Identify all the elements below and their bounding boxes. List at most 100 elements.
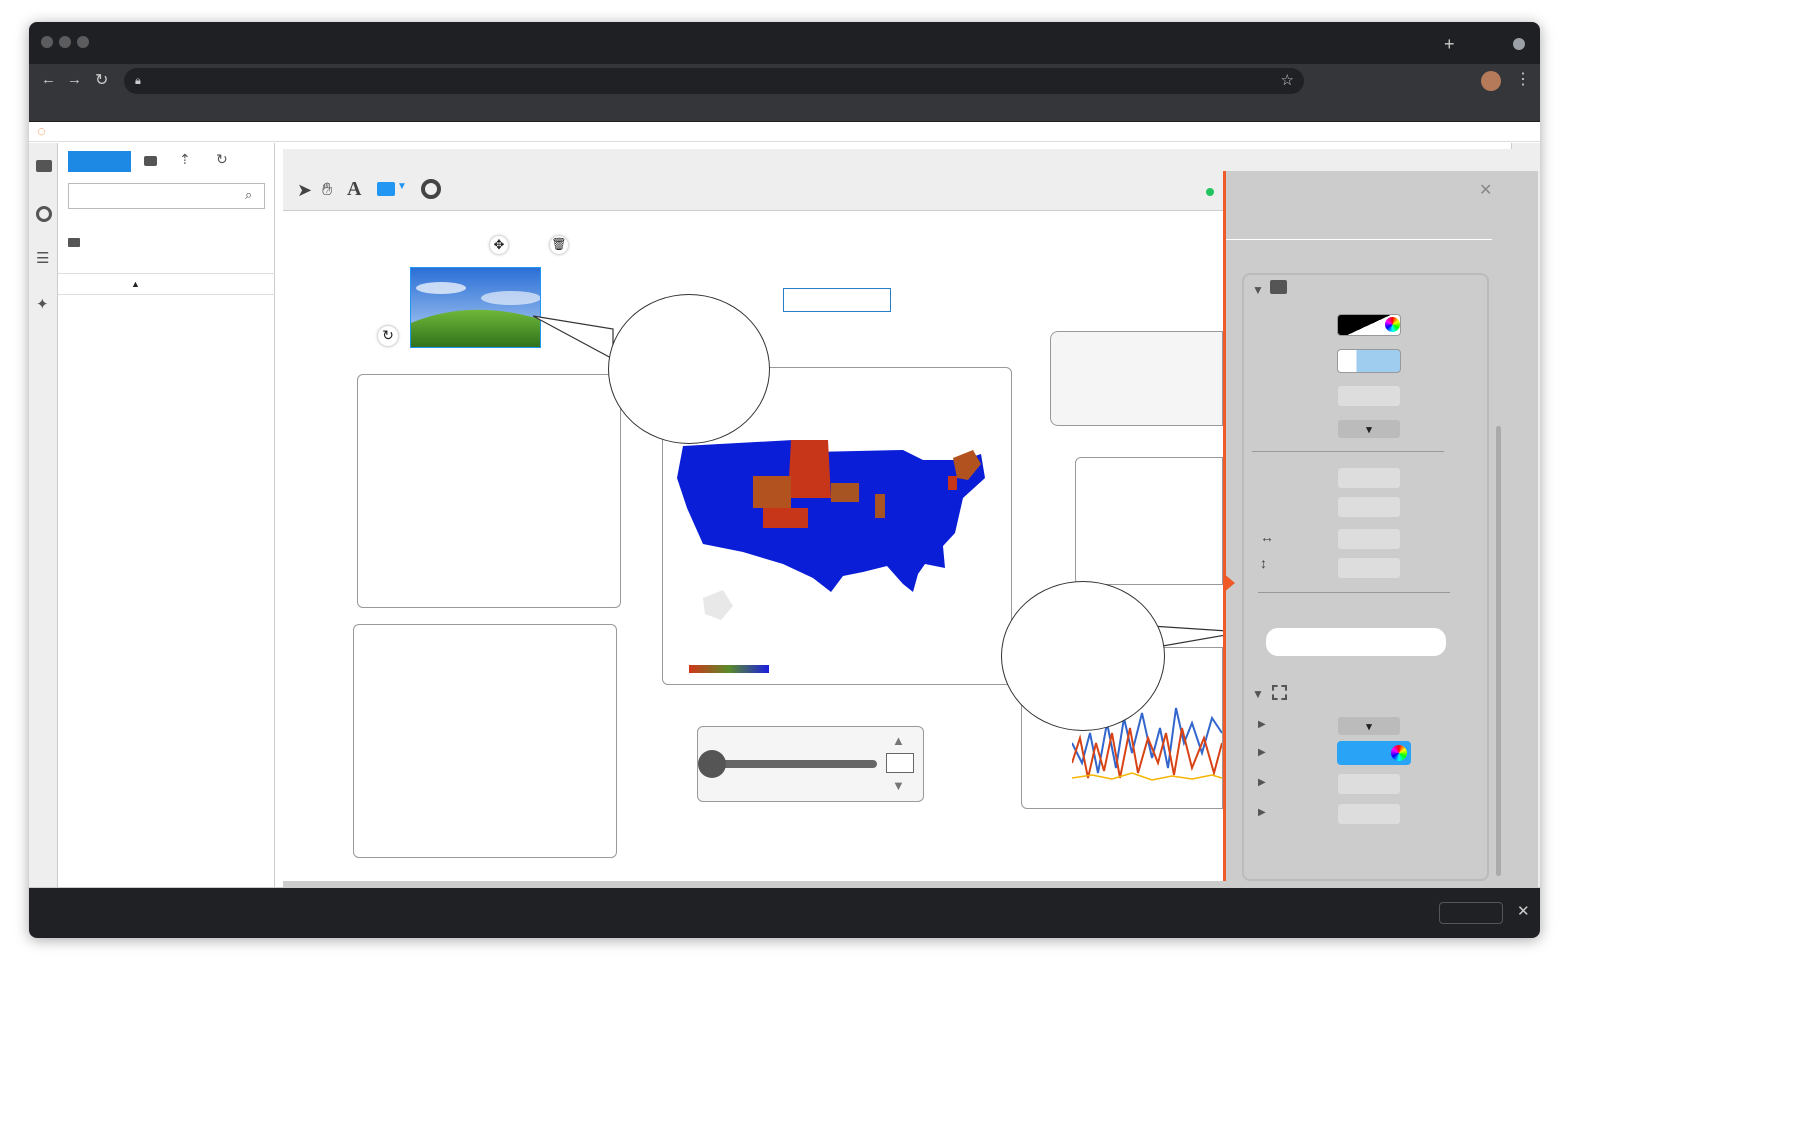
move-handle-icon[interactable]: ✥	[490, 236, 508, 254]
fill-color-wheel-icon[interactable]	[1385, 317, 1400, 332]
us-map	[677, 440, 985, 620]
bwidth-expand-icon[interactable]: ▶	[1258, 777, 1266, 788]
bookmarks-bar	[29, 98, 1540, 122]
map-red-plains	[788, 440, 831, 498]
hand-tool-icon[interactable]: ✋︎	[322, 179, 333, 199]
back-icon[interactable]: ←	[41, 71, 56, 88]
bliss-image	[411, 268, 540, 347]
new-launcher-button[interactable]	[68, 151, 131, 172]
show-all-button[interactable]	[1439, 902, 1503, 924]
line-series-blue	[1072, 707, 1222, 774]
toc-icon[interactable]: ☰	[36, 250, 50, 267]
inspector-body: ▼ ▾ ↔ ↕	[1242, 273, 1489, 881]
running-icon[interactable]	[36, 206, 52, 222]
dashboard-subtitle[interactable]	[783, 288, 891, 312]
browser-window: + ← → ↻ 🔒︎ ☆ ⋮ ◌ ☰ ✦ ⇡ ↻	[29, 22, 1540, 938]
window-zoom-dot[interactable]	[77, 36, 89, 48]
refresh-icon[interactable]: ↻	[216, 151, 228, 167]
slider-track[interactable]	[703, 760, 877, 768]
stock-image[interactable]	[410, 267, 541, 348]
dashboard-toolbar: ➤ ✋︎ A ▼	[283, 171, 1223, 211]
radius-expand-icon[interactable]: ▶	[1258, 807, 1266, 818]
y-input[interactable]	[1337, 557, 1401, 579]
file-filter-input[interactable]	[68, 183, 265, 209]
slider-knob[interactable]	[698, 750, 726, 778]
geometry-divider	[1258, 592, 1450, 593]
year-slider-card: ▲ ▼	[697, 726, 924, 802]
property-inspector: ✕ ▼ ▾ ↔	[1223, 171, 1501, 881]
image-tool-icon[interactable]	[377, 182, 395, 196]
url-callout	[1001, 581, 1165, 731]
map-color-scale	[689, 665, 769, 673]
forward-icon[interactable]: →	[67, 71, 82, 88]
map-region-indiana	[875, 494, 885, 518]
map-region-maine	[953, 450, 981, 480]
connection-status-dot	[1206, 188, 1214, 196]
window-minimize-dot[interactable]	[59, 36, 71, 48]
folder-icon[interactable]	[36, 160, 52, 172]
inspector-collapse-arrow[interactable]	[1223, 573, 1235, 593]
fill-picker[interactable]	[1337, 314, 1401, 336]
jupyter-menubar: ◌	[29, 122, 1540, 142]
party-percentage-chart[interactable]	[357, 374, 621, 608]
shape-divider	[1252, 451, 1444, 452]
opacity-input[interactable]	[1337, 385, 1401, 407]
pointer-tool-icon[interactable]: ➤	[297, 180, 313, 200]
tab-search-icon[interactable]	[1513, 38, 1525, 50]
line-series-red	[1072, 727, 1222, 779]
delete-handle-icon[interactable]: 🗑︎	[550, 236, 568, 254]
shadow-picker[interactable]	[1337, 349, 1401, 373]
address-bar[interactable]: 🔒︎ ☆	[124, 68, 1304, 94]
profile-avatar[interactable]	[1481, 71, 1501, 91]
height-input[interactable]	[1337, 496, 1401, 518]
image-url-input[interactable]	[1266, 628, 1446, 656]
new-tab-button[interactable]: +	[1444, 34, 1455, 54]
color-expand-icon[interactable]: ▶	[1258, 747, 1266, 758]
help-icon[interactable]	[421, 179, 441, 199]
bookmark-star-icon[interactable]: ☆	[1280, 72, 1294, 89]
slider-down-icon[interactable]: ▼	[892, 778, 905, 793]
file-list-header: ▲	[58, 273, 275, 295]
downloads-bar: ✕	[29, 888, 1540, 938]
clipmode-select[interactable]: ▾	[1337, 419, 1401, 439]
border-width-input[interactable]	[1337, 773, 1401, 795]
slider-value[interactable]	[886, 753, 914, 773]
window-close-dot[interactable]	[41, 36, 53, 48]
border-icon	[1272, 685, 1287, 700]
new-folder-icon[interactable]	[144, 156, 157, 166]
slider-up-icon[interactable]: ▲	[892, 733, 905, 748]
x-input[interactable]	[1337, 528, 1401, 550]
chrome-menu-icon[interactable]: ⋮	[1515, 71, 1531, 88]
image-icon	[1270, 280, 1287, 294]
pie-chart[interactable]	[1075, 457, 1223, 585]
lock-icon: 🔒︎	[135, 75, 141, 87]
border-color-wheel-icon[interactable]	[1391, 745, 1407, 761]
rotate-handle-icon[interactable]: ↻	[378, 326, 398, 346]
votes-chart[interactable]	[353, 624, 617, 858]
drag-callout	[608, 294, 770, 444]
border-type-select[interactable]: ▾	[1337, 716, 1401, 736]
text-tool-icon[interactable]: A	[347, 178, 362, 200]
address-toolbar: ← → ↻ 🔒︎ ☆ ⋮	[29, 64, 1540, 98]
extension-puzzle-icon[interactable]: ✦	[36, 296, 49, 313]
image-dropdown-icon[interactable]: ▼	[397, 181, 407, 192]
map-region-alaska	[703, 590, 733, 620]
type-expand-icon[interactable]: ▶	[1258, 719, 1266, 730]
downloads-close-icon[interactable]: ✕	[1517, 903, 1530, 920]
radius-input[interactable]	[1337, 803, 1401, 825]
width-input[interactable]	[1337, 467, 1401, 489]
root-folder-icon[interactable]	[68, 238, 80, 247]
close-icon[interactable]: ✕	[1479, 182, 1493, 199]
dashboard-canvas[interactable]: ➤ ✋︎ A ▼	[283, 171, 1244, 881]
shape-collapse-icon[interactable]: ▼	[1252, 283, 1264, 297]
border-collapse-icon[interactable]: ▼	[1252, 687, 1264, 701]
upload-icon[interactable]: ⇡	[179, 151, 191, 167]
browser-tab-strip: +	[29, 22, 1540, 64]
gauges-card[interactable]	[1050, 331, 1223, 426]
reload-icon[interactable]: ↻	[95, 72, 109, 89]
inspector-scrollbar[interactable]	[1496, 426, 1501, 876]
line-series-orange	[1072, 772, 1222, 781]
callout-pointer-2	[1151, 625, 1244, 649]
election-map[interactable]	[662, 367, 1012, 685]
sort-up-icon[interactable]: ▲	[131, 279, 140, 289]
